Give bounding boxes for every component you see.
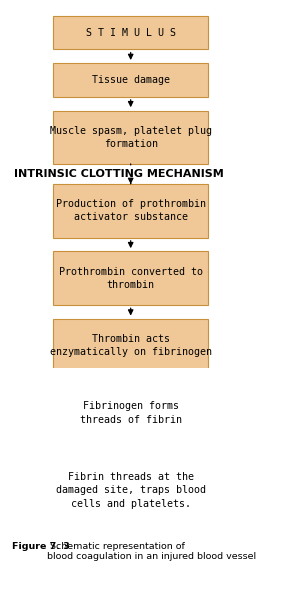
FancyBboxPatch shape bbox=[53, 184, 208, 238]
FancyBboxPatch shape bbox=[53, 386, 208, 440]
FancyBboxPatch shape bbox=[53, 63, 208, 97]
Text: Schematic representation of
blood coagulation in an injured blood vessel: Schematic representation of blood coagul… bbox=[47, 542, 256, 562]
Text: Fibrin threads at the
damaged site, traps blood
cells and platelets.: Fibrin threads at the damaged site, trap… bbox=[56, 472, 206, 509]
Text: INTRINSIC CLOTTING MECHANISM: INTRINSIC CLOTTING MECHANISM bbox=[14, 169, 224, 179]
Text: Figure 7. 3: Figure 7. 3 bbox=[12, 542, 69, 551]
Text: Production of prothrombin
activator substance: Production of prothrombin activator subs… bbox=[56, 199, 206, 223]
Text: S T I M U L U S: S T I M U L U S bbox=[86, 28, 176, 37]
Text: Prothrombin converted to
thrombin: Prothrombin converted to thrombin bbox=[59, 267, 203, 290]
FancyBboxPatch shape bbox=[53, 454, 208, 527]
FancyBboxPatch shape bbox=[53, 110, 208, 164]
Text: Tissue damage: Tissue damage bbox=[92, 75, 170, 85]
Text: Muscle spasm, platelet plug
formation: Muscle spasm, platelet plug formation bbox=[50, 126, 212, 149]
Text: Fibrinogen forms
threads of fibrin: Fibrinogen forms threads of fibrin bbox=[80, 402, 182, 425]
FancyBboxPatch shape bbox=[53, 251, 208, 305]
Text: Thrombin acts
enzymatically on fibrinogen: Thrombin acts enzymatically on fibrinoge… bbox=[50, 334, 212, 357]
FancyBboxPatch shape bbox=[53, 16, 208, 50]
FancyBboxPatch shape bbox=[53, 319, 208, 372]
